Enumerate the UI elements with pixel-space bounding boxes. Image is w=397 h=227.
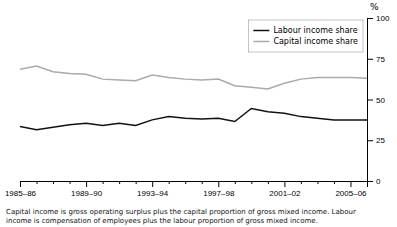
y-tick: 50: [367, 96, 385, 105]
x-tick: [53, 181, 54, 184]
y-tick: 25: [367, 136, 385, 145]
footnote-line: income is compensation of employees plus…: [6, 217, 318, 225]
x-tick: [103, 181, 104, 184]
y-axis-line: [368, 19, 374, 182]
x-tick-mark: [119, 181, 120, 184]
x-tick-label: 2001–02: [269, 189, 301, 198]
series-line: [20, 66, 367, 89]
x-tick-mark: [235, 181, 236, 184]
x-tick: 1989–90: [71, 181, 103, 198]
chart: 1985–86 1989–90 1993–94 1997–98 2001–02 2005–…: [0, 0, 397, 227]
x-tick: 1997–98: [203, 181, 235, 198]
y-tick: 100: [367, 14, 390, 23]
x-tick-mark: [350, 181, 351, 187]
x-tick-mark: [20, 181, 21, 187]
y-tick-label: 75: [376, 55, 385, 64]
x-tick-mark: [317, 181, 318, 184]
y-tick-label: 50: [376, 96, 385, 105]
y-tick-mark: [367, 181, 373, 182]
x-tick-mark: [284, 181, 285, 187]
legend-swatch: [253, 30, 269, 32]
y-tick-label: 0: [376, 177, 381, 186]
y-tick: 0: [367, 177, 381, 186]
x-tick: [185, 181, 186, 184]
legend: Labour income share Capital income share: [248, 20, 363, 52]
y-tick-mark: [367, 59, 373, 60]
x-tick-label: 2005–06: [335, 189, 367, 198]
x-tick: [169, 181, 170, 184]
legend-label: Capital income share: [273, 37, 358, 46]
y-axis-label: %: [370, 2, 379, 12]
x-tick-mark: [185, 181, 186, 184]
x-tick: [202, 181, 203, 184]
legend-item: Capital income share: [253, 37, 358, 46]
x-tick-mark: [268, 181, 269, 184]
y-tick-label: 25: [376, 136, 385, 145]
y-tick-mark: [367, 140, 373, 141]
x-tick: [251, 181, 252, 184]
x-tick-mark: [103, 181, 104, 184]
x-tick: [136, 181, 137, 184]
x-tick: [317, 181, 318, 184]
x-tick-mark: [218, 181, 219, 187]
x-tick: 2001–02: [269, 181, 301, 198]
y-tick-label: 100: [376, 14, 390, 23]
x-tick-mark: [301, 181, 302, 184]
plot-area: 1985–86 1989–90 1993–94 1997–98 2001–02 2005–…: [5, 2, 390, 198]
x-tick-mark: [251, 181, 252, 184]
series-group: [20, 66, 367, 130]
x-tick: [119, 181, 120, 184]
x-tick-label: 1997–98: [203, 189, 235, 198]
x-tick-mark: [136, 181, 137, 184]
x-tick-mark: [152, 181, 153, 187]
x-tick-label: 1993–94: [137, 189, 169, 198]
x-tick-label: 1985–86: [5, 189, 37, 198]
legend-swatch: [253, 41, 269, 43]
x-tick: 2005–06: [335, 181, 367, 198]
x-tick-mark: [53, 181, 54, 184]
x-tick: 1985–86: [5, 181, 37, 198]
x-tick-mark: [70, 181, 71, 184]
footnote: Capital income is gross operating surplu…: [6, 208, 356, 225]
y-tick-mark: [367, 18, 373, 19]
series-line: [20, 108, 367, 129]
x-tick-mark: [169, 181, 170, 184]
legend-item: Labour income share: [253, 26, 357, 35]
legend-box: [248, 20, 363, 52]
x-tick-mark: [202, 181, 203, 184]
x-tick-mark: [334, 181, 335, 184]
x-tick: [235, 181, 236, 184]
x-tick: [37, 181, 38, 184]
x-tick-mark: [86, 181, 87, 187]
x-axis-line: [21, 182, 368, 188]
y-tick: 75: [367, 55, 385, 64]
x-tick-mark: [37, 181, 38, 184]
x-tick: 1993–94: [137, 181, 169, 198]
legend-label: Labour income share: [273, 26, 357, 35]
x-tick: [301, 181, 302, 184]
x-tick: [70, 181, 71, 184]
x-axis: 1985–86 1989–90 1993–94 1997–98 2001–02 2005–…: [5, 181, 368, 198]
footnote-line: Capital income is gross operating surplu…: [6, 208, 356, 216]
x-tick: [268, 181, 269, 184]
x-tick-label: 1989–90: [71, 189, 103, 198]
y-tick-mark: [367, 100, 373, 101]
x-tick: [334, 181, 335, 184]
y-axis: 0 25 50 75 100: [367, 14, 390, 186]
